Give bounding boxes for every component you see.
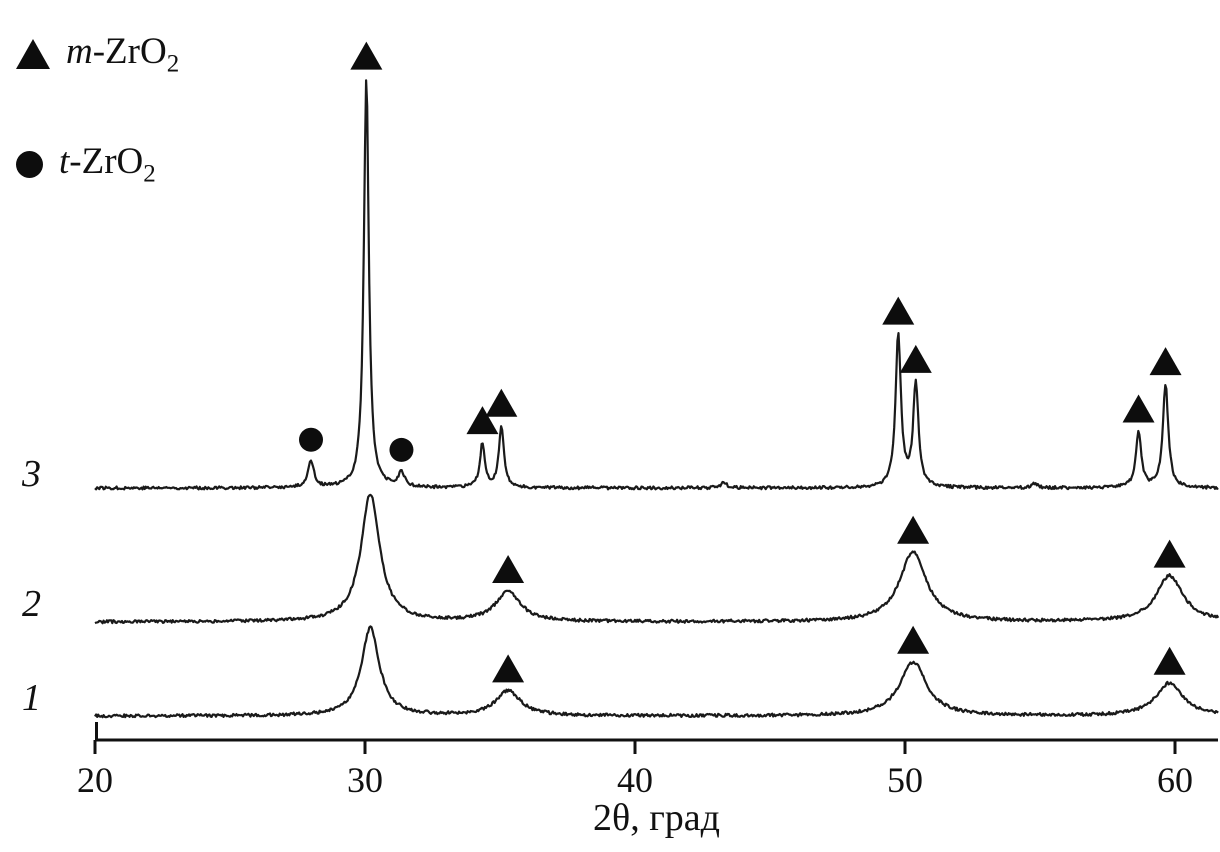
m-zro2-peak-marker-icon	[1153, 646, 1186, 675]
legend-item-t-zro2: t-ZrO2	[16, 140, 179, 188]
legend-label-m-zro2: m-ZrO2	[66, 30, 179, 78]
m-zro2-peak-marker-icon	[899, 344, 932, 373]
t-zro2-peak-marker-icon	[389, 437, 414, 462]
m-zro2-peak-marker-icon	[1153, 539, 1186, 568]
chart-legend: m-ZrO2 t-ZrO2	[16, 30, 179, 252]
m-zro2-peak-marker-icon	[897, 515, 930, 544]
xrd-curve-2	[94, 493, 1220, 625]
m-zro2-peak-marker-icon	[492, 654, 525, 683]
circle-marker-icon	[16, 150, 43, 178]
phase-prefix: t	[59, 140, 70, 182]
m-zro2-peak-marker-icon	[492, 554, 525, 583]
phase-prefix: m	[66, 30, 93, 72]
x-axis-title: 2θ, град	[593, 797, 720, 839]
x-tick-label: 20	[77, 760, 113, 800]
x-tick-label: 60	[1157, 760, 1193, 800]
xrd-curve-3	[94, 79, 1219, 491]
phase-subscript: 2	[143, 160, 156, 188]
m-zro2-peak-marker-icon	[350, 41, 383, 70]
series-label-2: 2	[22, 583, 41, 625]
m-zro2-peak-marker-icon	[897, 625, 930, 654]
series-label-3: 3	[22, 453, 41, 495]
x-tick-label: 50	[887, 760, 923, 800]
m-zro2-peak-marker-icon	[882, 296, 915, 325]
phase-subscript: 2	[166, 50, 180, 78]
phase-formula: -ZrO	[69, 140, 144, 182]
m-zro2-peak-marker-icon	[1122, 394, 1155, 423]
series-label-1: 1	[22, 677, 41, 719]
legend-item-m-zro2: m-ZrO2	[16, 30, 179, 78]
triangle-marker-icon	[16, 39, 50, 69]
x-tick-label: 30	[347, 760, 383, 800]
t-zro2-peak-marker-icon	[299, 427, 323, 452]
m-zro2-peak-marker-icon	[466, 406, 499, 435]
m-zro2-peak-marker-icon	[1149, 347, 1182, 376]
x-tick-label: 40	[617, 760, 653, 800]
m-zro2-peak-marker-icon	[485, 388, 518, 417]
legend-label-t-zro2: t-ZrO2	[59, 140, 156, 188]
phase-formula: -ZrO	[92, 30, 167, 72]
xrd-curve-1	[94, 625, 1219, 719]
